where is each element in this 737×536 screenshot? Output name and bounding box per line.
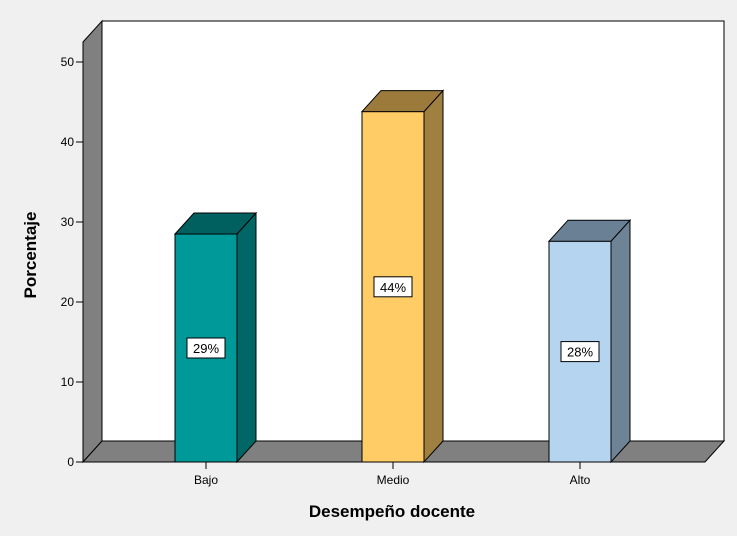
bar-alto: 28% bbox=[547, 218, 632, 464]
y-tick-label: 40 bbox=[61, 135, 75, 149]
data-label: 29% bbox=[193, 341, 219, 356]
y-tick-label: 50 bbox=[61, 55, 75, 69]
data-label-box bbox=[373, 276, 413, 298]
data-label-box bbox=[560, 341, 600, 363]
x-axis-title: Desempeño docente bbox=[309, 502, 475, 521]
data-label: 44% bbox=[380, 280, 406, 295]
x-tick-label: Medio bbox=[377, 473, 410, 487]
y-axis: 0 10 20 30 40 50 bbox=[61, 42, 84, 469]
bar-medio: 44% bbox=[360, 89, 445, 464]
bar-side bbox=[236, 211, 257, 464]
data-label-box bbox=[186, 337, 226, 359]
bar-bajo: 29% bbox=[173, 211, 258, 464]
bar-top bbox=[173, 212, 258, 235]
x-axis: Bajo Medio Alto bbox=[83, 461, 705, 487]
y-axis-title: Porcentaje bbox=[21, 212, 40, 299]
plot-left-wall bbox=[82, 19, 103, 464]
bar-side bbox=[610, 218, 631, 464]
y-tick-label: 20 bbox=[61, 295, 75, 309]
x-tick-label: Bajo bbox=[194, 473, 218, 487]
bar-side bbox=[423, 89, 444, 464]
bar-top bbox=[547, 219, 632, 242]
y-tick-label: 10 bbox=[61, 375, 75, 389]
y-tick-label: 30 bbox=[61, 215, 75, 229]
data-label: 28% bbox=[567, 345, 593, 360]
y-tick-label: 0 bbox=[67, 455, 74, 469]
x-tick-label: Alto bbox=[570, 473, 591, 487]
bar-top bbox=[360, 90, 445, 113]
bar-group: 29% 44% 28% bbox=[173, 89, 632, 464]
